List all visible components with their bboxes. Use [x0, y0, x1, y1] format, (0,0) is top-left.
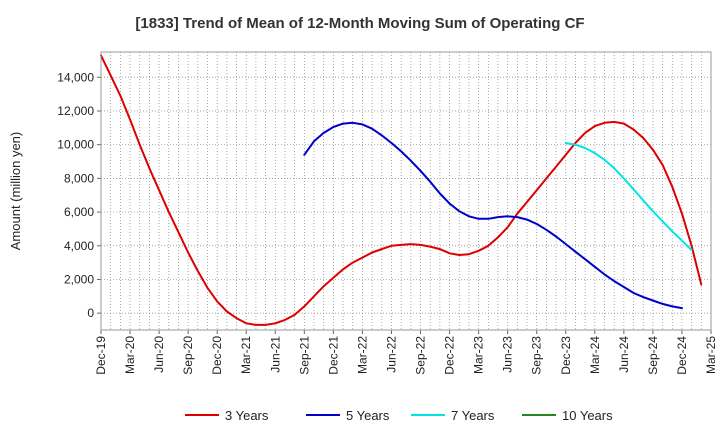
x-tick-label: Sep-23 — [530, 336, 544, 375]
y-tick-label: 6,000 — [64, 205, 94, 219]
x-tick-label: Sep-21 — [297, 336, 311, 375]
x-tick-label: Mar-20 — [123, 336, 137, 374]
legend-label-3-years: 3 Years — [225, 408, 269, 423]
legend: 3 Years 5 Years 7 Years 10 Years — [185, 408, 613, 423]
x-tick-label: Dec-21 — [326, 336, 340, 375]
x-tick-label: Dec-20 — [210, 336, 224, 375]
chart-title: [1833] Trend of Mean of 12-Month Moving … — [135, 15, 584, 32]
x-tick-label: Mar-24 — [588, 336, 602, 374]
y-axis-label: Amount (million yen) — [8, 132, 23, 251]
x-tick-label: Jun-22 — [384, 336, 398, 373]
x-tick-label: Mar-23 — [472, 336, 486, 374]
series-line-7-years — [564, 142, 693, 251]
x-tick-label: Dec-24 — [675, 336, 689, 375]
y-tick-label: 12,000 — [57, 104, 94, 118]
series-lines — [100, 54, 703, 326]
legend-label-10-years: 10 Years — [562, 408, 613, 423]
x-tick-label: Jun-21 — [268, 336, 282, 373]
x-tick-label: Dec-22 — [443, 336, 457, 375]
y-axis-ticks: 0 2,000 4,000 6,000 8,000 10,000 12,000 14,000 — [57, 70, 101, 320]
x-tick-label: Jun-23 — [501, 336, 515, 373]
x-axis-ticks: Dec-19 Mar-20 Jun-20 Sep-20 Dec-20 Mar-21 Jun-… — [94, 330, 718, 375]
x-tick-label: Mar-22 — [355, 336, 369, 374]
legend-label-7-years: 7 Years — [451, 408, 495, 423]
y-tick-label: 14,000 — [57, 70, 94, 84]
x-tick-label: Dec-23 — [559, 336, 573, 375]
x-tick-label: Dec-19 — [94, 336, 108, 375]
x-tick-label: Mar-25 — [704, 336, 718, 374]
x-tick-label: Sep-24 — [646, 336, 660, 375]
x-tick-label: Mar-21 — [239, 336, 253, 374]
y-tick-label: 0 — [87, 306, 94, 320]
x-tick-label: Jun-24 — [617, 336, 631, 373]
y-tick-label: 8,000 — [64, 171, 94, 185]
x-tick-label: Sep-22 — [414, 336, 428, 375]
series-line-3-years — [100, 54, 703, 326]
plot-area — [101, 52, 711, 330]
plot-border — [100, 51, 712, 331]
x-tick-label: Sep-20 — [181, 336, 195, 375]
grid — [101, 52, 711, 330]
y-tick-label: 2,000 — [64, 272, 94, 286]
y-tick-label: 10,000 — [57, 138, 94, 152]
legend-label-5-years: 5 Years — [346, 408, 390, 423]
x-tick-label: Jun-20 — [152, 336, 166, 373]
series-line-5-years — [303, 121, 683, 310]
y-tick-label: 4,000 — [64, 239, 94, 253]
